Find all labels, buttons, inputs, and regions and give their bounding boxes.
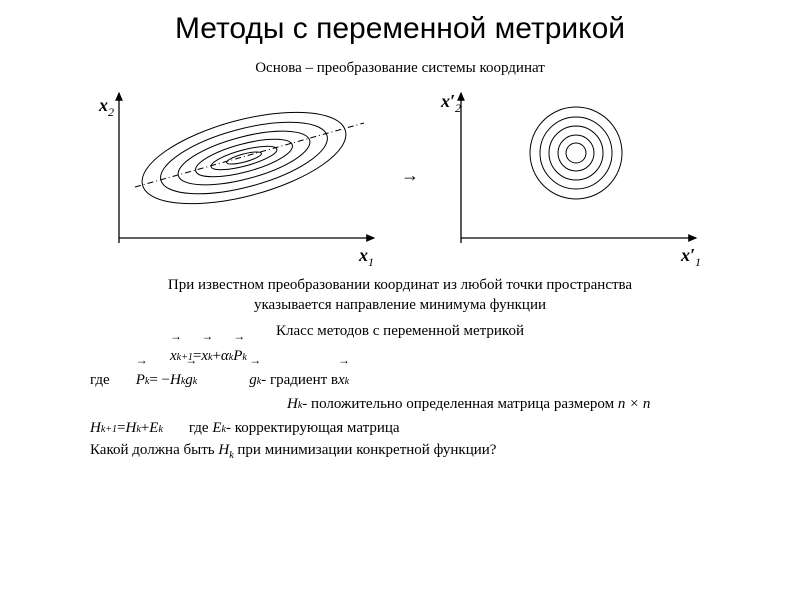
svg-text:1: 1 — [695, 255, 701, 268]
svg-text:x: x — [358, 245, 368, 265]
formula-h-update: Hk+1 = Hk + Ek где Ek - корректирующая м… — [90, 416, 770, 440]
formula-h-description: Hk - положительно определенная матрица р… — [287, 392, 770, 416]
formula-p-definition: где →Pk = − Hk →gk →gk - градиент в →xk — [90, 368, 770, 392]
caption-line1: При известном преобразовании координат и… — [168, 277, 632, 293]
subtitle: Основа – преобразование системы координа… — [0, 60, 800, 77]
svg-text:2: 2 — [108, 105, 114, 119]
svg-text:1: 1 — [368, 255, 374, 268]
question-line: Какой должна быть Hk при минимизации кон… — [90, 442, 800, 461]
math-block: →xk+1 = →xk + αk →Pk где →Pk = − Hk →gk … — [90, 344, 770, 440]
contour-left: x 2 x 1 — [89, 83, 389, 268]
arrow-icon: → — [397, 165, 423, 186]
svg-text:x′: x′ — [440, 91, 455, 111]
page-title: Методы с переменной метрикой — [0, 0, 800, 54]
caption-line2: указывается направление минимума функции — [254, 297, 546, 313]
caption: При известном преобразовании координат и… — [40, 276, 760, 315]
svg-text:x: x — [98, 95, 108, 115]
class-title: Класс методов с переменной метрикой — [0, 323, 800, 340]
contour-right: x′ 2 x′ 1 — [431, 83, 711, 268]
diagram-row: x 2 x 1 → x′ 2 x′ 1 — [0, 83, 800, 268]
svg-text:x′: x′ — [680, 245, 695, 265]
svg-text:2: 2 — [455, 101, 461, 115]
